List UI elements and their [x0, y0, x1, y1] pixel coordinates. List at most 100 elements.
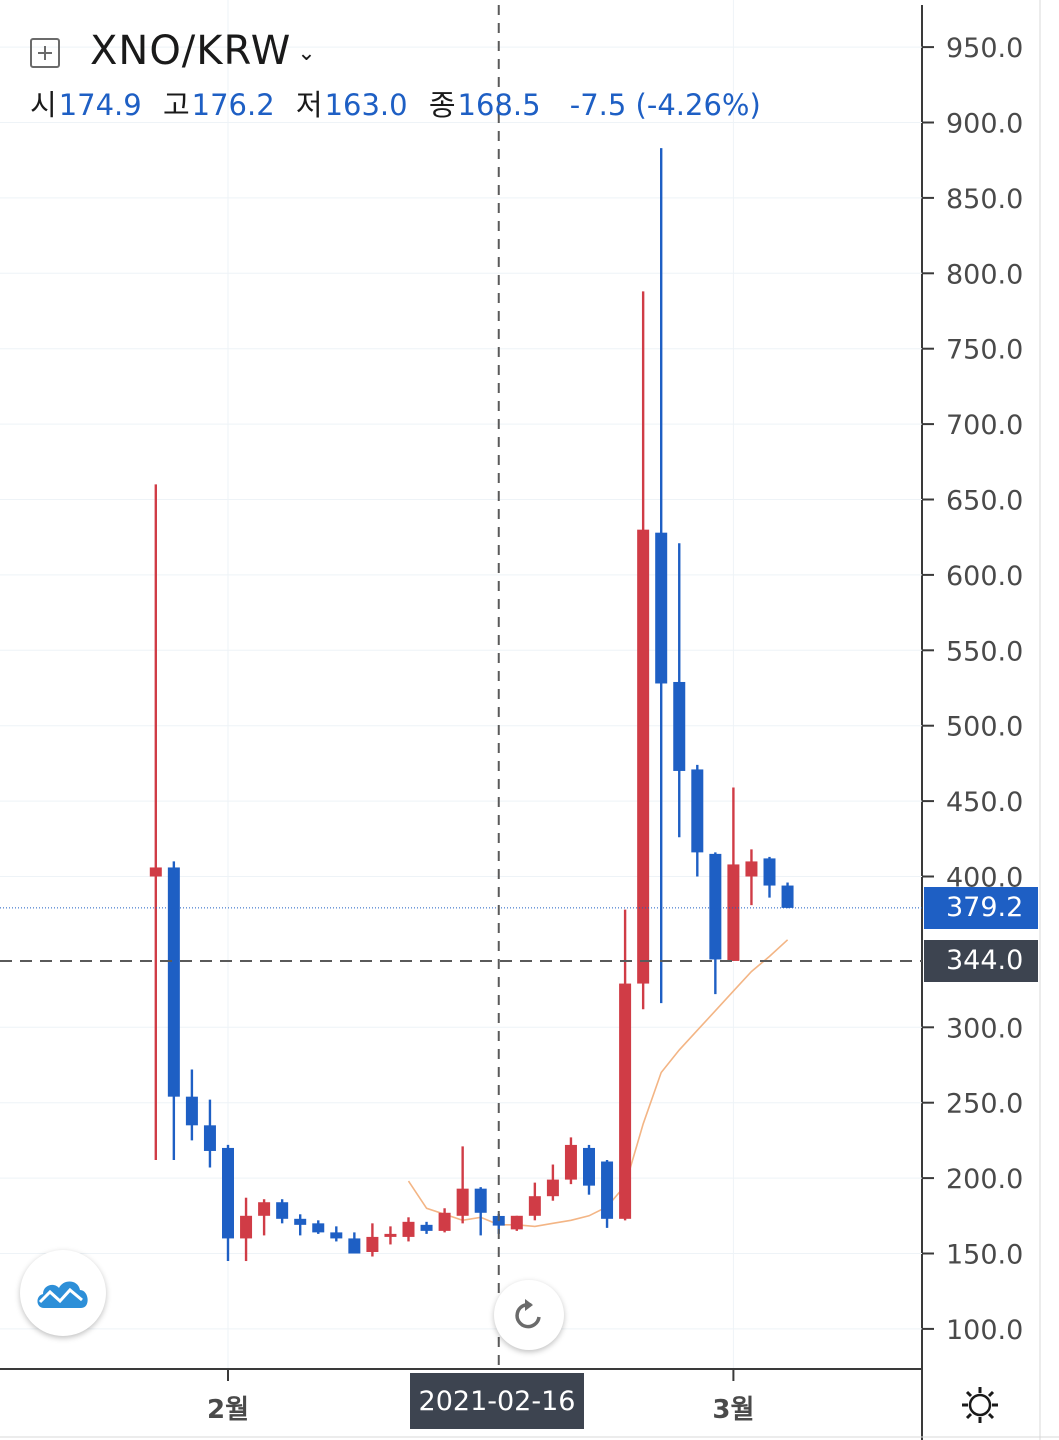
candle: [203, 1099, 216, 1168]
candle-body: [222, 1147, 234, 1239]
candle: [474, 1187, 487, 1236]
candle: [185, 1069, 198, 1141]
candle-body: [240, 1215, 253, 1239]
candle-body: [366, 1236, 379, 1252]
candle: [366, 1223, 379, 1257]
last-price-badge: 379.2: [924, 886, 1038, 929]
candle: [564, 1137, 577, 1185]
y-tick-label: 950.0: [946, 33, 1023, 64]
candle-body: [655, 532, 668, 684]
candle: [438, 1208, 451, 1233]
candle: [402, 1217, 415, 1242]
candle-body: [709, 853, 722, 960]
y-tick-label: 100.0: [946, 1315, 1023, 1346]
close-label: 종: [428, 88, 456, 122]
candle-body: [673, 681, 686, 771]
candle-body: [637, 529, 650, 984]
candle-body: [185, 1096, 198, 1126]
moving-average-line: [407, 939, 789, 1228]
candle: [456, 1146, 469, 1224]
crosshair-date-label: 2021-02-16: [418, 1385, 576, 1417]
low-label: 저: [295, 88, 323, 122]
candle-body: [420, 1224, 433, 1231]
candle-body: [276, 1202, 289, 1219]
candle: [781, 882, 794, 909]
candle-body: [583, 1147, 595, 1186]
candle: [258, 1199, 271, 1236]
open-value: 174.9: [58, 88, 142, 122]
reset-chart-button[interactable]: [494, 1280, 564, 1350]
candle-body: [294, 1218, 307, 1225]
y-tick-label: 150.0: [946, 1240, 1023, 1271]
candle-body: [203, 1125, 216, 1151]
candle: [222, 1144, 234, 1262]
ohlc-legend: 시174.9 고176.2 저163.0 종168.5 -7.5 (-4.26%…: [30, 82, 761, 124]
y-tick-label: 650.0: [946, 486, 1023, 517]
candle-body: [781, 885, 794, 908]
candle: [763, 856, 776, 898]
symbol-label: XNO/KRW: [90, 28, 292, 74]
high-value: 176.2: [191, 88, 275, 122]
candle-body: [348, 1238, 361, 1254]
low-value: 163.0: [324, 88, 408, 122]
candle: [528, 1182, 541, 1221]
candle-body: [258, 1202, 271, 1216]
candle-body: [546, 1179, 559, 1197]
candle-body: [456, 1188, 469, 1216]
candle-body: [510, 1215, 523, 1230]
candle: [745, 849, 758, 906]
candle: [601, 1160, 614, 1228]
y-tick-label: 600.0: [946, 561, 1023, 592]
candle: [294, 1214, 307, 1236]
last-price-label: 379.2: [946, 892, 1024, 924]
candle: [149, 484, 162, 1161]
candle: [510, 1215, 523, 1231]
candle: [330, 1226, 343, 1242]
y-tick-label: 800.0: [946, 259, 1023, 290]
close-value: 168.5: [457, 88, 541, 122]
candle-body: [312, 1223, 325, 1233]
candle: [167, 861, 180, 1161]
x-tick-label: 2월: [207, 1395, 249, 1425]
y-tick-label: 700.0: [946, 410, 1023, 441]
gear-icon: [962, 1387, 998, 1423]
y-tick-label: 250.0: [946, 1089, 1023, 1120]
y-tick-label: 300.0: [946, 1013, 1023, 1044]
candle-body: [528, 1196, 541, 1216]
candle-body: [763, 858, 776, 886]
candle: [727, 787, 740, 961]
chevron-down-icon: ⌄: [297, 40, 317, 66]
candle-body: [619, 983, 632, 1219]
candle-body: [384, 1233, 397, 1237]
y-tick-label: 450.0: [946, 787, 1023, 818]
crosshair-price-label: 344.0: [946, 945, 1024, 977]
logo-button[interactable]: [20, 1250, 106, 1336]
candle: [276, 1199, 289, 1224]
candle-body: [402, 1221, 415, 1237]
y-tick-label: 500.0: [946, 712, 1023, 743]
candle: [312, 1220, 325, 1234]
settings-button[interactable]: [958, 1383, 1002, 1427]
candle-body: [438, 1212, 451, 1231]
candle-body: [330, 1232, 343, 1239]
crosshair-price-badge: 344.0: [924, 939, 1038, 982]
y-tick-label: 750.0: [946, 335, 1023, 366]
candle: [655, 148, 668, 1004]
candle-body: [564, 1144, 577, 1180]
high-label: 고: [162, 88, 190, 122]
plus-square-icon[interactable]: [30, 38, 60, 68]
x-tick-label: 3월: [712, 1395, 754, 1425]
y-tick-label: 850.0: [946, 184, 1023, 215]
candle: [420, 1221, 433, 1234]
candle: [384, 1226, 397, 1245]
y-tick-label: 900.0: [946, 109, 1023, 140]
candle-body: [601, 1161, 614, 1219]
candle: [240, 1197, 253, 1262]
open-label: 시: [30, 88, 57, 122]
candle: [709, 852, 722, 995]
symbol-selector[interactable]: XNO/KRW ⌄: [90, 28, 317, 74]
candle-body: [149, 867, 162, 877]
candle: [637, 291, 650, 1010]
